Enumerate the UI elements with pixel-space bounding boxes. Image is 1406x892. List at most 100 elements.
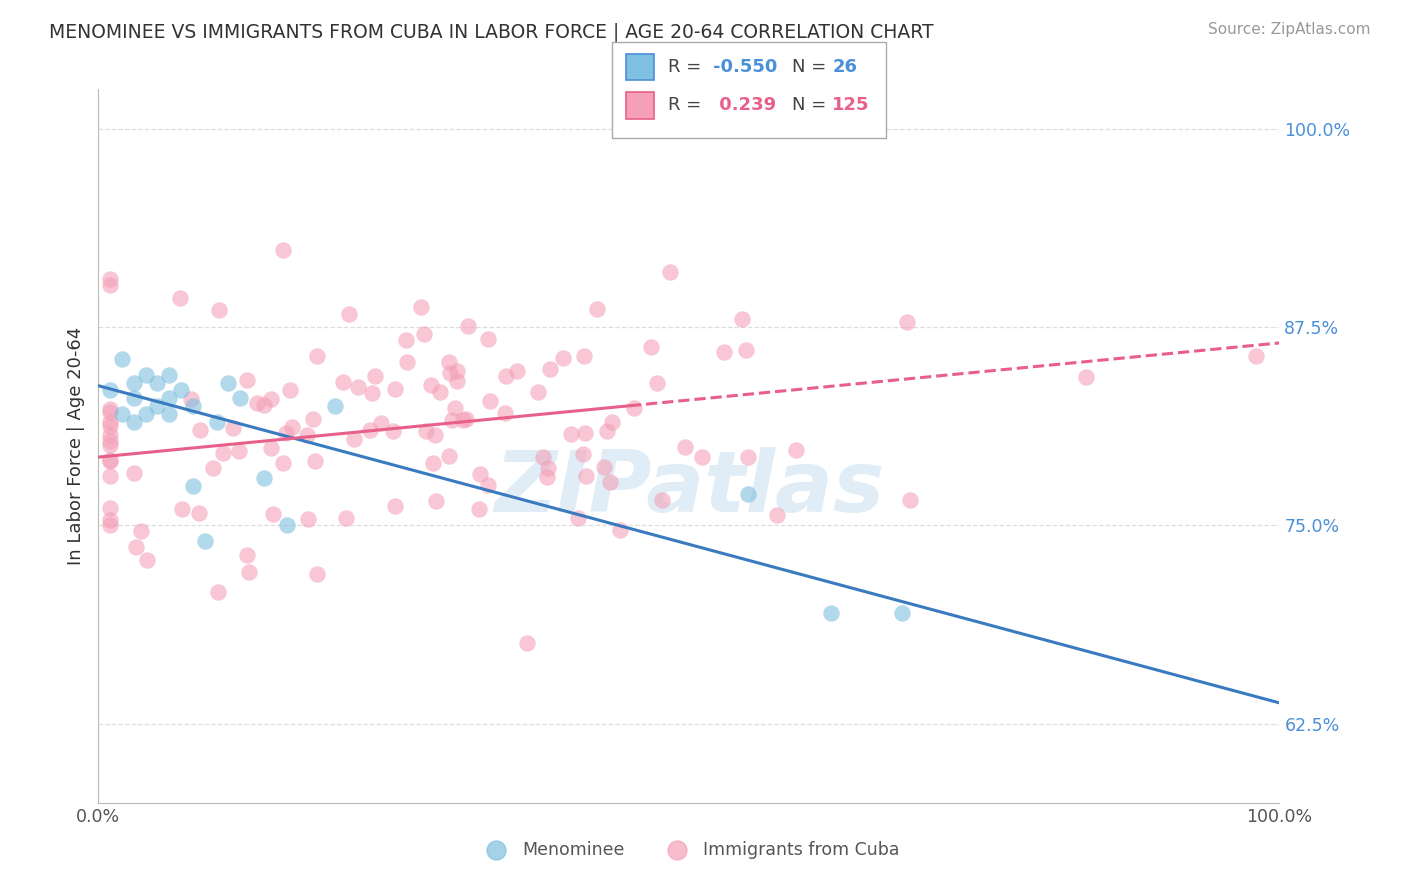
Text: 125: 125: [832, 96, 870, 114]
Point: [229, 392, 252, 406]
Point: [98, 384, 121, 398]
Point: [343, 432, 366, 446]
Point: [98, 500, 121, 515]
Point: [98, 278, 121, 293]
Point: [456, 412, 478, 426]
Point: [437, 355, 460, 369]
Point: [157, 392, 180, 406]
Text: -0.550: -0.550: [713, 58, 778, 76]
Point: [785, 443, 807, 458]
Point: [437, 449, 460, 463]
Point: [574, 350, 596, 364]
Point: [506, 364, 529, 378]
Point: [181, 478, 204, 492]
Point: [122, 376, 145, 390]
Point: [170, 384, 193, 398]
Point: [238, 566, 260, 580]
Point: [194, 534, 217, 549]
Point: [538, 362, 561, 376]
Point: [479, 394, 502, 409]
Point: [451, 413, 474, 427]
Point: [494, 406, 516, 420]
Point: [370, 416, 392, 430]
Point: [180, 392, 202, 407]
Point: [640, 340, 662, 354]
Point: [332, 375, 354, 389]
Point: [820, 606, 842, 620]
Point: [207, 584, 229, 599]
Point: [359, 423, 381, 437]
Point: [262, 508, 284, 522]
Point: [446, 374, 468, 388]
Point: [477, 332, 499, 346]
Point: [595, 424, 617, 438]
Point: [98, 272, 121, 286]
Point: [222, 421, 245, 435]
Point: [259, 441, 281, 455]
Point: [253, 471, 276, 485]
Point: [623, 401, 645, 415]
Text: ZIPatlas: ZIPatlas: [494, 447, 884, 531]
Point: [157, 368, 180, 382]
Point: [420, 377, 443, 392]
Point: [673, 440, 696, 454]
Point: [157, 407, 180, 421]
Text: 26: 26: [832, 58, 858, 76]
Point: [305, 349, 328, 363]
Point: [305, 567, 328, 582]
Point: [531, 450, 554, 464]
Point: [98, 434, 121, 449]
Point: [516, 636, 538, 650]
Point: [585, 301, 607, 316]
Point: [574, 425, 596, 440]
Point: [122, 466, 145, 480]
Point: [271, 243, 294, 257]
Point: [468, 467, 491, 482]
Point: [172, 502, 194, 516]
Point: [537, 461, 560, 475]
Text: R =: R =: [668, 58, 707, 76]
Point: [98, 518, 121, 533]
Point: [122, 392, 145, 406]
Point: [111, 351, 134, 366]
Point: [536, 469, 558, 483]
Point: [446, 364, 468, 378]
Point: [301, 412, 323, 426]
Point: [422, 456, 444, 470]
Point: [181, 400, 204, 414]
Point: [599, 475, 621, 489]
Point: [236, 548, 259, 562]
Point: [169, 291, 191, 305]
Point: [575, 468, 598, 483]
Point: [98, 416, 121, 430]
Point: [713, 344, 735, 359]
Point: [429, 384, 451, 399]
Point: [439, 366, 461, 380]
Point: [734, 343, 756, 358]
Point: [98, 402, 121, 417]
Point: [361, 386, 384, 401]
Point: [395, 333, 418, 347]
Point: [467, 502, 489, 516]
Point: [571, 447, 593, 461]
Point: [129, 524, 152, 538]
Point: [477, 477, 499, 491]
Point: [645, 376, 668, 391]
Point: [766, 508, 789, 523]
Point: [208, 303, 231, 318]
Point: [98, 512, 121, 526]
Point: [278, 383, 301, 397]
Point: [364, 368, 387, 383]
Point: [425, 493, 447, 508]
Point: [98, 453, 121, 467]
Point: [658, 264, 681, 278]
Point: [409, 301, 432, 315]
Point: [146, 400, 169, 414]
Point: [98, 405, 121, 419]
Point: [98, 469, 121, 483]
Point: [304, 453, 326, 467]
Text: 0.239: 0.239: [713, 96, 776, 114]
Point: [337, 307, 360, 321]
Point: [384, 500, 406, 514]
Point: [890, 606, 912, 620]
